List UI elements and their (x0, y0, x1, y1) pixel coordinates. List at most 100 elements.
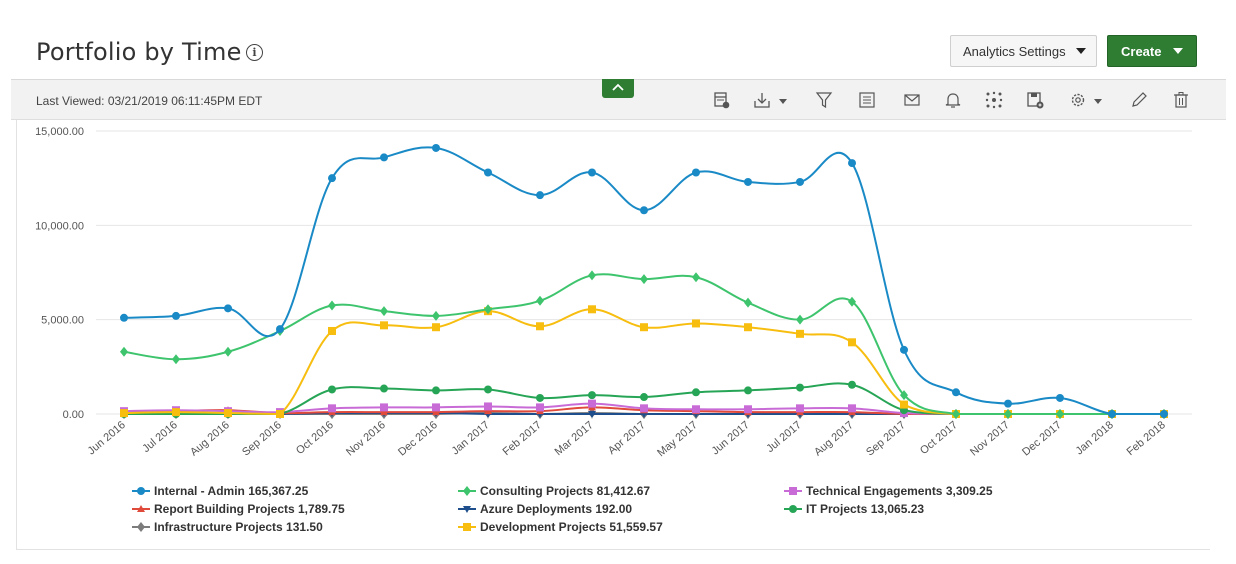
collapse-toggle[interactable] (602, 79, 634, 98)
data-point[interactable] (380, 306, 388, 317)
data-point[interactable] (276, 325, 284, 334)
data-point[interactable] (744, 323, 752, 332)
data-point[interactable] (796, 383, 804, 392)
data-point[interactable] (536, 393, 544, 402)
data-point[interactable] (484, 385, 492, 394)
data-point[interactable] (380, 321, 388, 330)
data-point[interactable] (536, 191, 544, 200)
data-point[interactable] (172, 408, 180, 417)
share-icon[interactable] (984, 90, 1004, 110)
chevron-down-icon[interactable] (1094, 99, 1102, 104)
data-point[interactable] (328, 300, 336, 311)
save-icon[interactable] (1025, 90, 1045, 110)
data-point[interactable] (848, 338, 856, 347)
data-point[interactable] (172, 354, 180, 365)
report-icon[interactable] (712, 90, 732, 110)
data-point[interactable] (172, 311, 180, 320)
legend-item[interactable]: Consulting Projects 81,412.67 (458, 484, 650, 498)
data-point[interactable] (120, 313, 128, 322)
data-point[interactable] (120, 409, 128, 418)
data-point[interactable] (536, 403, 544, 412)
data-point[interactable] (692, 272, 700, 283)
data-point[interactable] (328, 326, 336, 335)
data-point[interactable] (640, 274, 648, 285)
data-point[interactable] (692, 319, 700, 328)
data-point[interactable] (432, 408, 440, 416)
data-point[interactable] (1160, 410, 1168, 418)
data-point[interactable] (744, 386, 752, 395)
data-point[interactable] (432, 143, 440, 152)
data-point[interactable] (380, 384, 388, 393)
data-point[interactable] (640, 323, 648, 332)
data-point[interactable] (640, 404, 648, 413)
data-point[interactable] (328, 404, 336, 413)
data-point[interactable] (952, 388, 960, 397)
legend-marker-shape[interactable] (463, 486, 471, 496)
edit-icon[interactable] (1129, 90, 1149, 110)
filter-icon[interactable] (814, 90, 834, 110)
bell-icon[interactable] (943, 90, 963, 110)
data-point[interactable] (588, 399, 596, 408)
legend-marker-shape[interactable] (463, 506, 471, 513)
data-point[interactable] (900, 345, 908, 354)
data-point[interactable] (848, 380, 856, 389)
data-point[interactable] (432, 310, 440, 321)
legend-marker-shape[interactable] (789, 505, 797, 513)
data-point[interactable] (952, 409, 960, 419)
data-point[interactable] (796, 177, 804, 186)
data-point[interactable] (744, 405, 752, 414)
delete-icon[interactable] (1171, 90, 1191, 110)
data-point[interactable] (432, 386, 440, 395)
data-point[interactable] (432, 323, 440, 332)
data-point[interactable] (692, 168, 700, 177)
legend-item[interactable]: IT Projects 13,065.23 (784, 502, 924, 516)
legend-item[interactable]: Internal - Admin 165,367.25 (132, 484, 308, 498)
data-point[interactable] (380, 403, 388, 412)
data-point[interactable] (692, 405, 700, 414)
legend-item[interactable]: Azure Deployments 192.00 (458, 502, 632, 516)
legend-item[interactable]: Report Building Projects 1,789.75 (132, 502, 345, 516)
data-point[interactable] (640, 393, 648, 402)
data-point[interactable] (432, 403, 440, 412)
legend-marker-shape[interactable] (137, 487, 145, 495)
data-point[interactable] (328, 385, 336, 394)
analytics-settings-button[interactable]: Analytics Settings (950, 35, 1097, 67)
create-button[interactable]: Create (1107, 35, 1197, 67)
data-point[interactable] (640, 206, 648, 215)
data-point[interactable] (692, 388, 700, 397)
download-icon[interactable] (752, 90, 772, 110)
data-point[interactable] (588, 391, 596, 400)
data-point[interactable] (484, 304, 492, 315)
data-point[interactable] (380, 408, 388, 416)
data-point[interactable] (1056, 393, 1064, 402)
data-point[interactable] (224, 409, 232, 418)
data-point[interactable] (744, 297, 752, 308)
data-point[interactable] (224, 304, 232, 313)
data-point[interactable] (1004, 399, 1012, 408)
legend-item[interactable]: Development Projects 51,559.57 (458, 520, 663, 534)
legend-item[interactable]: Technical Engagements 3,309.25 (784, 484, 993, 498)
data-point[interactable] (900, 390, 908, 401)
legend-marker-shape[interactable] (463, 523, 471, 531)
legend-marker-shape[interactable] (137, 522, 145, 532)
columns-icon[interactable] (857, 90, 877, 110)
data-point[interactable] (848, 159, 856, 168)
legend-marker-shape[interactable] (137, 505, 145, 512)
data-point[interactable] (1004, 409, 1012, 419)
data-point[interactable] (328, 174, 336, 183)
data-point[interactable] (796, 404, 804, 413)
data-point[interactable] (536, 295, 544, 306)
legend-item[interactable]: Infrastructure Projects 131.50 (132, 520, 323, 534)
data-point[interactable] (848, 296, 856, 307)
data-point[interactable] (588, 168, 596, 177)
chevron-down-icon[interactable] (779, 99, 787, 104)
data-point[interactable] (484, 407, 492, 415)
data-point[interactable] (1056, 409, 1064, 419)
settings-icon[interactable] (1068, 90, 1088, 110)
data-point[interactable] (120, 346, 128, 357)
data-point[interactable] (276, 410, 284, 418)
data-point[interactable] (380, 153, 388, 162)
data-point[interactable] (848, 404, 856, 413)
data-point[interactable] (484, 402, 492, 411)
data-point[interactable] (744, 177, 752, 186)
